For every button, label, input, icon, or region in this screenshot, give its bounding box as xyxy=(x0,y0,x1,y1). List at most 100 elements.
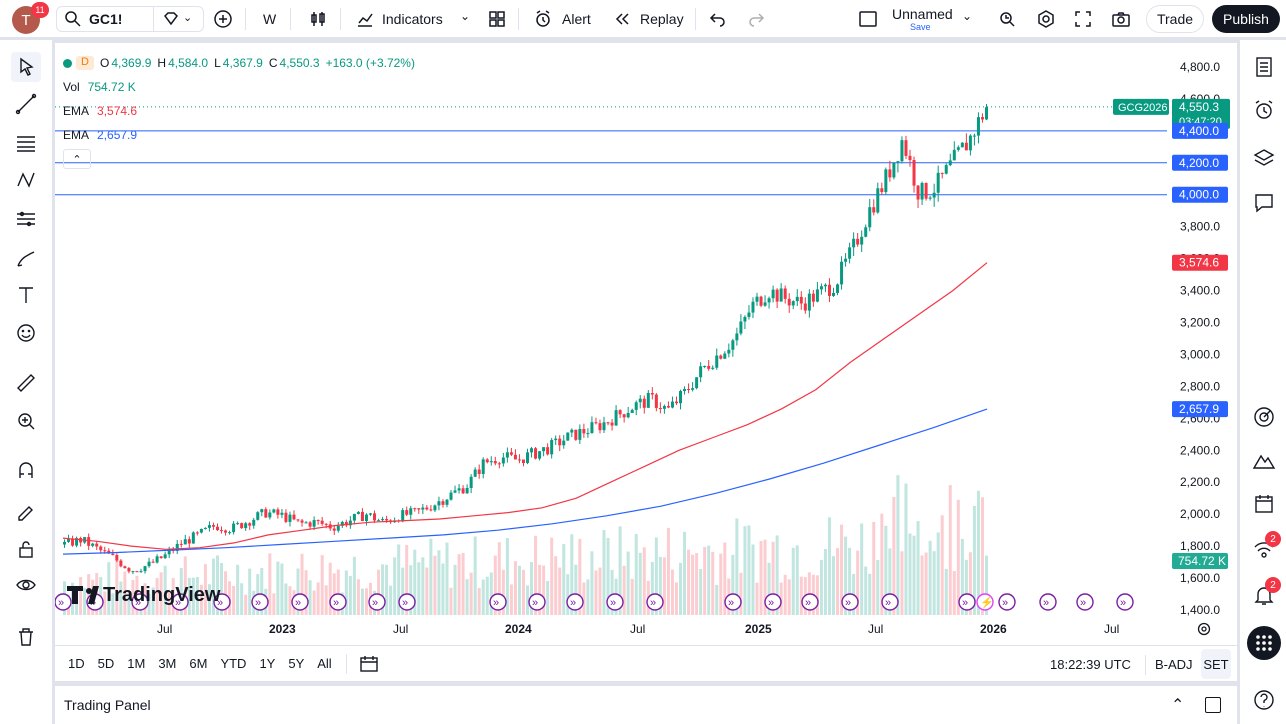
trade-button[interactable]: Trade xyxy=(1146,5,1204,33)
badj-toggle[interactable]: B-ADJ xyxy=(1155,657,1193,672)
chart-pane[interactable]: 4,800.04,600.03,800.03,600.03,400.03,200… xyxy=(55,43,1237,681)
range-3m[interactable]: 3M xyxy=(158,656,177,671)
trading-panel-tab[interactable]: Trading Panel xyxy=(64,697,151,713)
fullscreen-icon[interactable] xyxy=(1073,9,1093,29)
publish-button[interactable]: Publish xyxy=(1212,5,1280,33)
chevron-down-icon[interactable]: ⌄ xyxy=(460,9,471,23)
range-1y[interactable]: 1Y xyxy=(259,656,276,671)
watchlist-button[interactable] xyxy=(1249,52,1279,82)
volume-bar xyxy=(735,518,739,615)
add-symbol-icon[interactable] xyxy=(213,9,233,29)
close-label: C xyxy=(268,56,278,70)
cursor-tool[interactable] xyxy=(11,52,41,82)
volume-bar xyxy=(397,544,401,615)
pine-button[interactable] xyxy=(1249,445,1279,475)
price-tick-label: 3,400.0 xyxy=(1180,284,1220,298)
camera-icon[interactable] xyxy=(1111,9,1131,29)
templates-icon[interactable] xyxy=(487,9,507,29)
range-6m[interactable]: 6M xyxy=(189,656,208,671)
forecast-tool[interactable] xyxy=(11,204,41,234)
volume-bar xyxy=(485,576,489,615)
hline-tag-1-bg xyxy=(1172,122,1228,139)
diamond-icon[interactable] xyxy=(161,9,181,29)
volume-bar xyxy=(425,567,429,615)
quick-search-icon[interactable] xyxy=(997,9,1017,29)
interval-button[interactable]: W xyxy=(263,11,277,27)
candle-body xyxy=(163,554,167,559)
remove-tool[interactable] xyxy=(11,622,41,652)
candle-body xyxy=(703,365,707,367)
collapse-legend-button[interactable]: ⌃ xyxy=(63,149,91,169)
candles-icon[interactable] xyxy=(308,9,328,29)
layers-icon xyxy=(1253,149,1275,166)
volume-bar xyxy=(920,555,924,615)
range-1m[interactable]: 1M xyxy=(127,656,146,671)
save-status[interactable]: Save xyxy=(910,22,931,32)
calendar-button[interactable] xyxy=(1249,489,1279,519)
magnet-tool[interactable] xyxy=(11,456,41,486)
volume-bar xyxy=(787,579,791,615)
ema-fast-row[interactable]: EMA 3,574.6 xyxy=(63,99,415,123)
trend-line-tool[interactable] xyxy=(11,89,41,119)
redo-icon[interactable] xyxy=(746,9,766,29)
help-button[interactable] xyxy=(1249,685,1279,715)
replay-button[interactable]: Replay xyxy=(640,11,684,27)
text-tool[interactable] xyxy=(11,280,41,310)
pattern-tool[interactable] xyxy=(11,165,41,195)
layout-name[interactable]: Unnamed xyxy=(892,6,953,22)
layout-icon[interactable] xyxy=(858,9,878,29)
settings-icon[interactable] xyxy=(1036,9,1056,29)
alert-button[interactable]: Alert xyxy=(562,11,591,27)
candle-body xyxy=(622,414,626,418)
range-ytd[interactable]: YTD xyxy=(220,656,247,671)
emoji-tool[interactable] xyxy=(11,318,41,348)
ruler-tool[interactable] xyxy=(11,368,41,398)
volume-bar xyxy=(815,575,819,615)
hide-tool[interactable] xyxy=(11,570,41,600)
candle-body xyxy=(574,429,578,440)
goto-date-icon[interactable] xyxy=(359,654,381,674)
chevron-up-icon[interactable]: ⌃ xyxy=(1171,697,1185,714)
hline-tag-1: 4,400.0 xyxy=(1179,124,1219,138)
range-5d[interactable]: 5D xyxy=(97,656,115,671)
zoom-tool[interactable] xyxy=(11,406,41,436)
screener-button[interactable] xyxy=(1249,402,1279,432)
candle-body xyxy=(469,476,473,488)
price-tick-label: 1,400.0 xyxy=(1180,603,1220,617)
chevron-down-icon[interactable]: ⌄ xyxy=(183,12,193,24)
undo-icon[interactable] xyxy=(708,9,728,29)
range-all[interactable]: All xyxy=(317,656,332,671)
brush-tool[interactable] xyxy=(11,243,41,273)
price-chart[interactable]: 4,800.04,600.03,800.03,600.03,400.03,200… xyxy=(55,43,1237,645)
replay-icon[interactable] xyxy=(612,9,632,29)
volume-label: Vol xyxy=(63,80,80,94)
clock[interactable]: 18:22:39 UTC xyxy=(1050,657,1131,672)
indicators-icon[interactable] xyxy=(355,9,375,29)
candle-body xyxy=(650,393,654,395)
symbol-search[interactable]: GC1! ⌄ xyxy=(56,6,204,32)
volume-row[interactable]: Vol 754.72 K xyxy=(63,75,415,99)
candle-body xyxy=(356,511,360,514)
session-toggle[interactable]: SET xyxy=(1201,649,1231,679)
alert-clock-icon[interactable] xyxy=(533,9,553,29)
chevron-down-icon[interactable]: ⌄ xyxy=(962,9,973,23)
apps-button[interactable] xyxy=(1247,626,1281,660)
lock-tool[interactable] xyxy=(11,534,41,564)
keep-drawing-tool[interactable] xyxy=(11,496,41,526)
range-1d[interactable]: 1D xyxy=(68,656,85,671)
maximize-panel-icon[interactable] xyxy=(1205,697,1221,713)
ema-slow-row[interactable]: EMA 2,657.9 xyxy=(63,123,415,147)
indicators-button[interactable]: Indicators xyxy=(382,11,443,27)
object-tree-button[interactable] xyxy=(1249,143,1279,173)
event-marker-icon xyxy=(55,593,72,611)
right-sidebar: 2 2 xyxy=(1240,40,1286,724)
volume-bar xyxy=(743,526,747,615)
fib-tool[interactable] xyxy=(11,128,41,158)
alerts-button[interactable] xyxy=(1249,95,1279,125)
range-5y[interactable]: 5Y xyxy=(288,656,305,671)
chat-button[interactable] xyxy=(1249,188,1279,218)
candle-body xyxy=(900,140,904,162)
candle-body xyxy=(288,514,292,522)
candle-body xyxy=(517,459,521,461)
candle-body xyxy=(236,523,240,525)
